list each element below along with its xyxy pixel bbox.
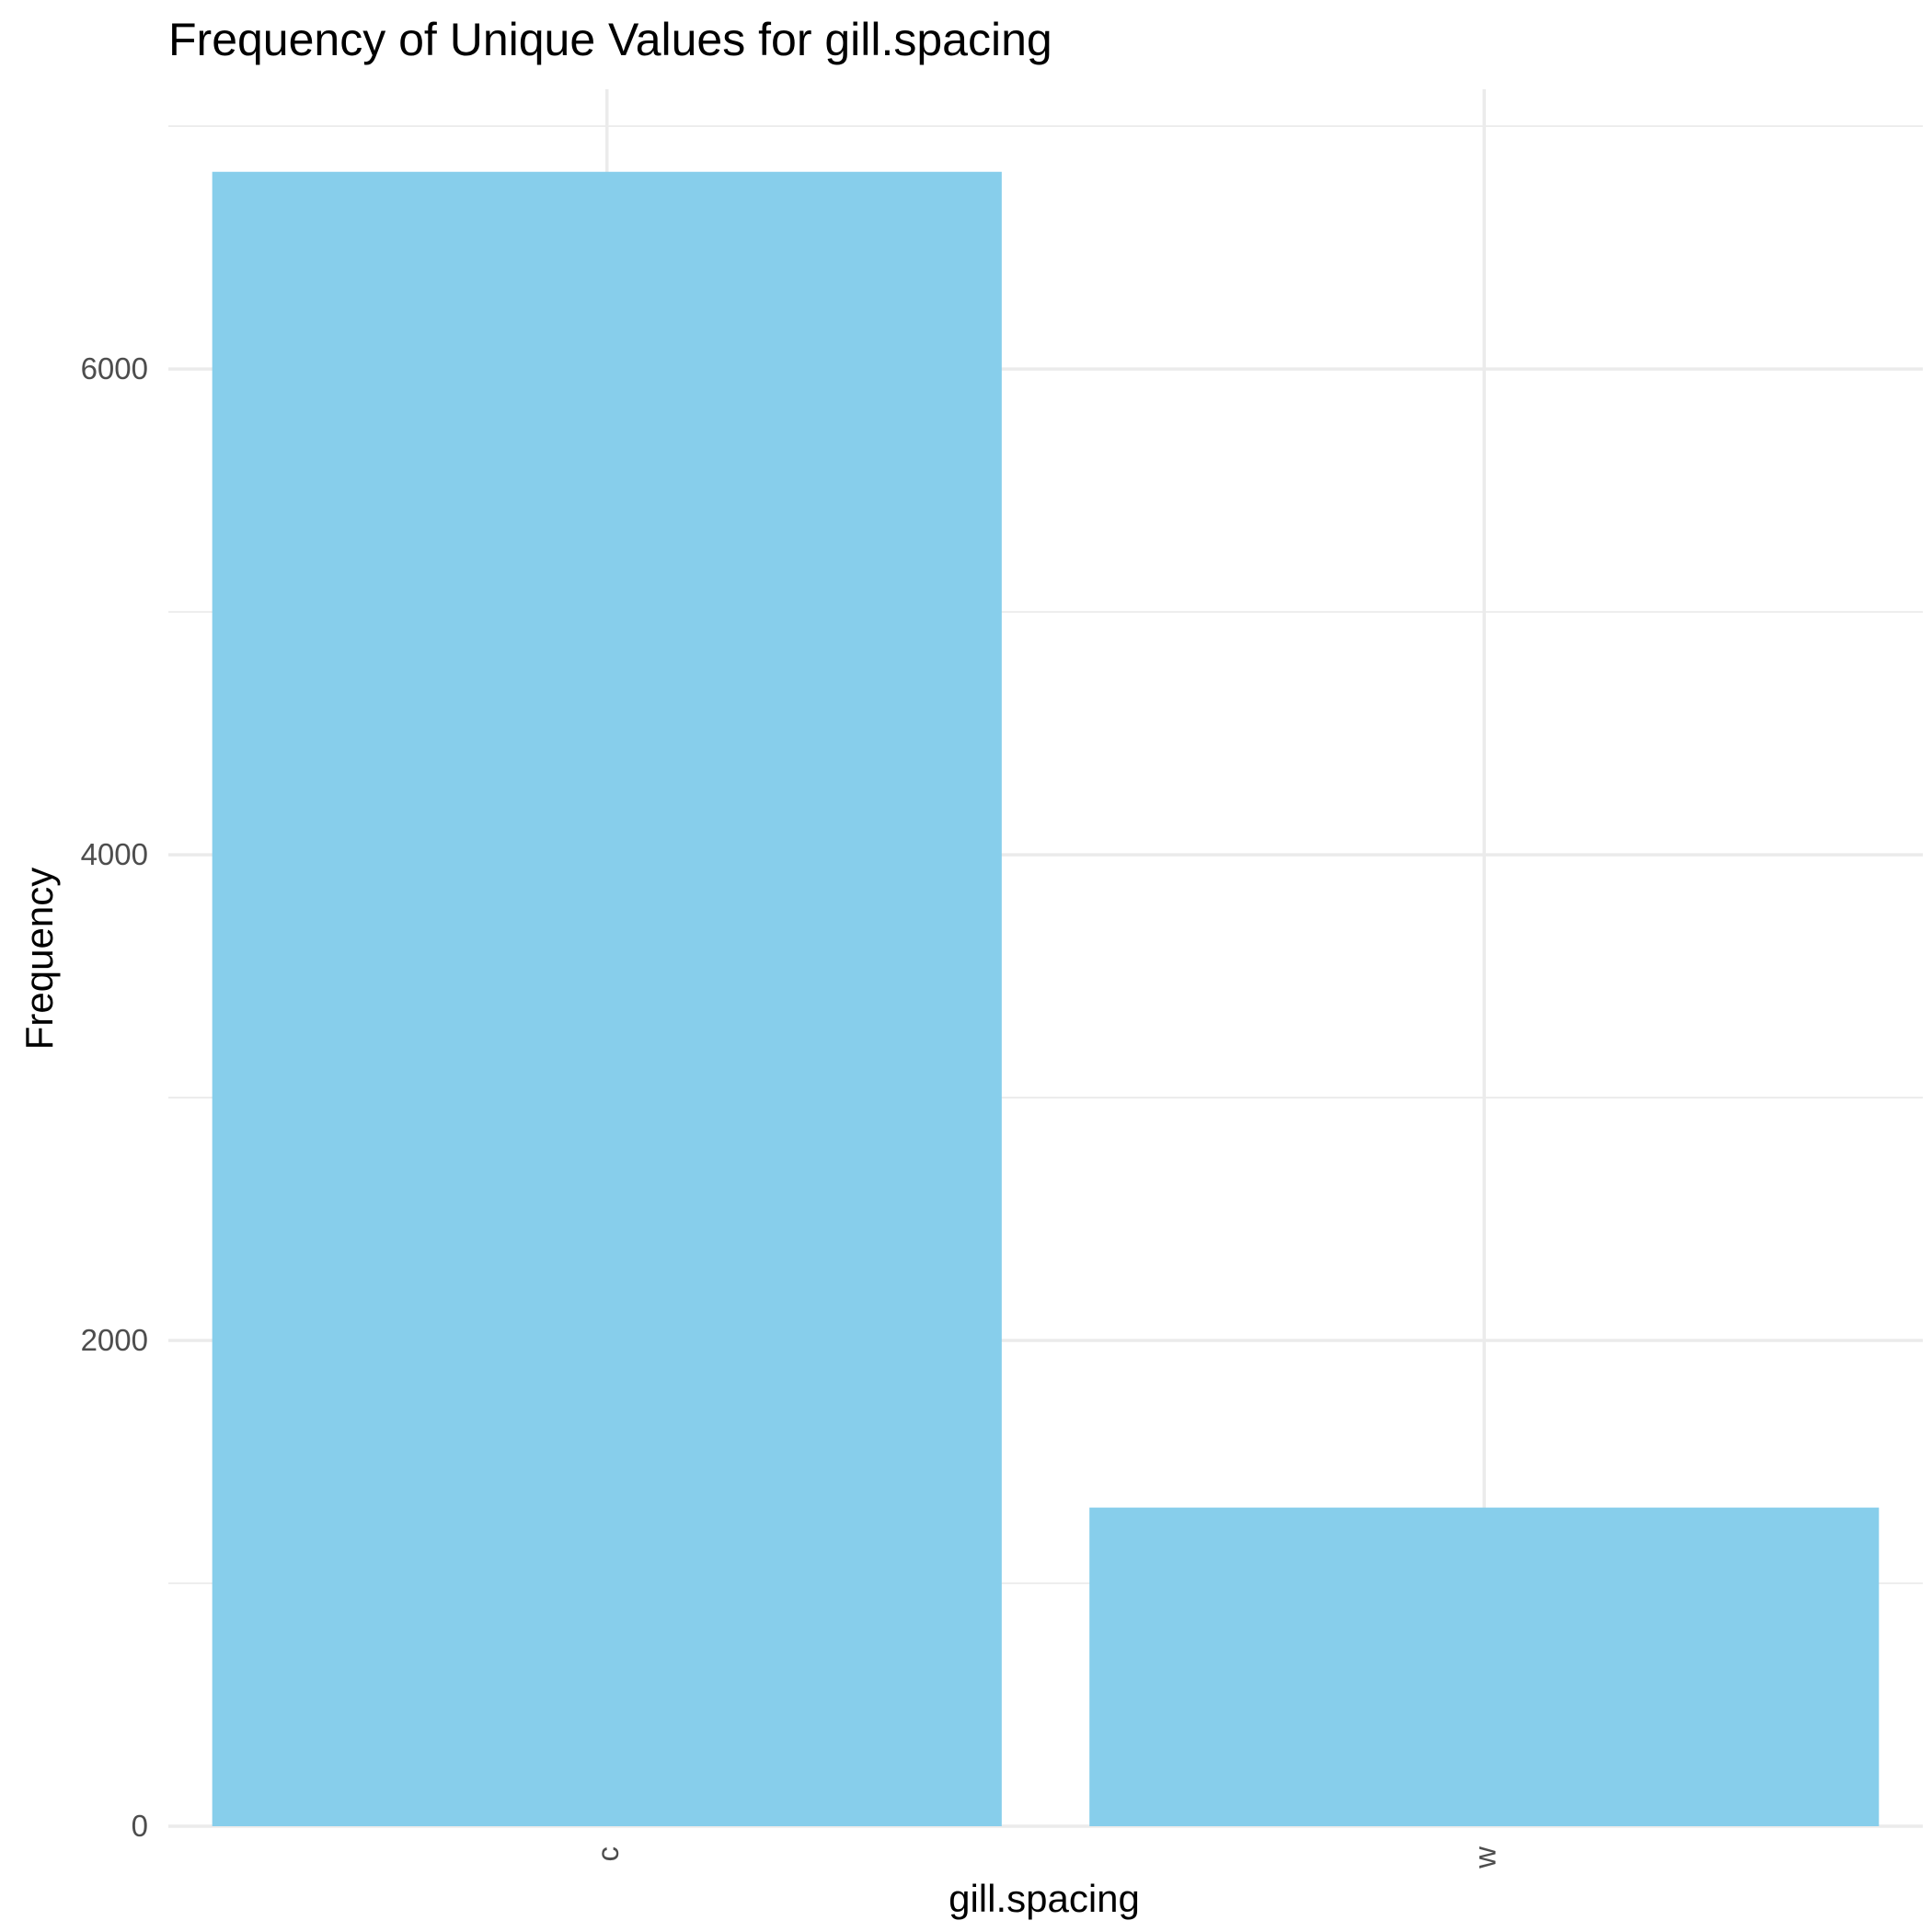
bars bbox=[212, 171, 1880, 1827]
bar-c bbox=[212, 171, 1002, 1827]
y-axis-ticks: 0 2000 4000 6000 bbox=[81, 351, 148, 1843]
y-tick-label: 2000 bbox=[81, 1323, 148, 1357]
bar-w bbox=[1089, 1507, 1880, 1826]
x-tick-label: w bbox=[1467, 1846, 1501, 1869]
y-tick-label: 4000 bbox=[81, 837, 148, 871]
x-tick-label: c bbox=[591, 1846, 625, 1862]
y-tick-label: 0 bbox=[132, 1809, 148, 1843]
chart-title: Frequency of Unique Values for gill.spac… bbox=[168, 14, 1052, 65]
y-tick-label: 6000 bbox=[81, 351, 148, 385]
x-axis-title: gill.spacing bbox=[949, 1877, 1140, 1920]
y-axis-title: Frequency bbox=[17, 868, 61, 1050]
